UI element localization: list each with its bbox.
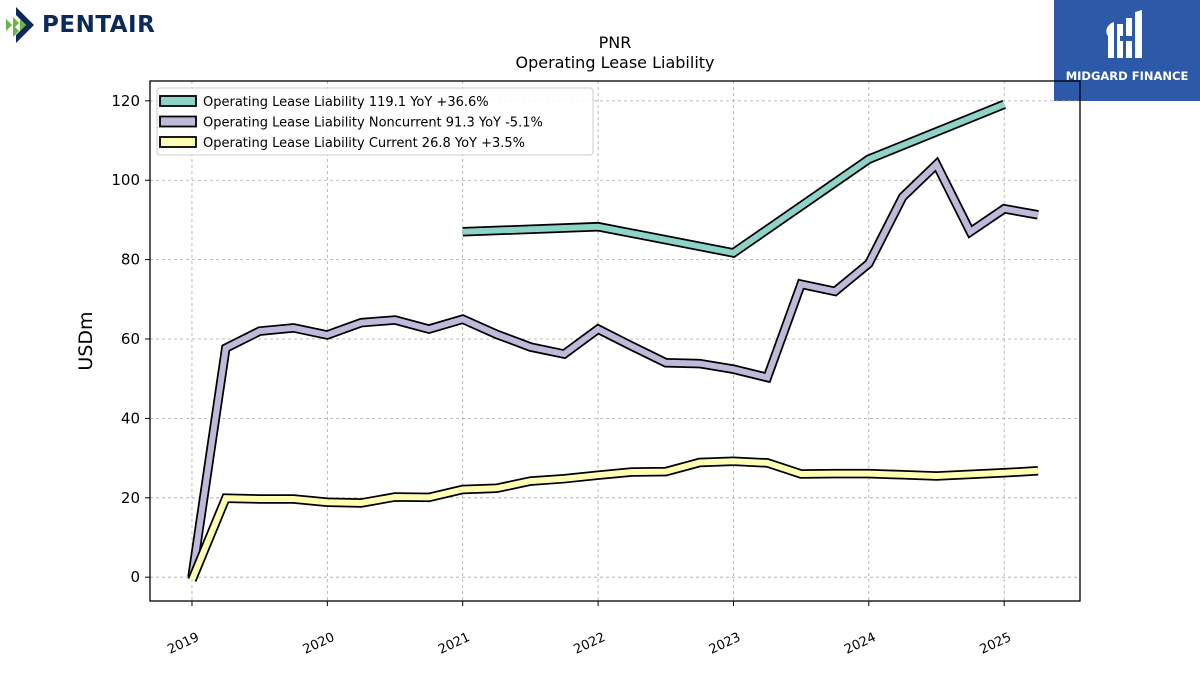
data-point: [868, 158, 870, 160]
legend-swatch: [159, 95, 197, 107]
data-point: [699, 363, 701, 365]
data-point: [631, 471, 633, 473]
data-point: [326, 501, 328, 503]
midgard-emblem-icon: [1106, 10, 1142, 58]
y-tick-label: 40: [121, 409, 140, 427]
y-axis-label: USDm: [75, 311, 97, 370]
data-point: [902, 196, 904, 198]
data-point: [259, 330, 261, 332]
data-point: [732, 460, 735, 462]
legend-entry: Operating Lease Liability 119.1 YoY +36.…: [203, 95, 489, 110]
data-point: [834, 290, 836, 292]
chart-title: PNR: [599, 33, 632, 52]
data-point: [597, 474, 599, 476]
x-tick-label: 2019: [165, 630, 201, 658]
data-point: [665, 362, 667, 364]
data-point: [969, 231, 971, 233]
y-tick-label: 100: [111, 171, 140, 189]
x-tick-label: 2024: [842, 630, 878, 658]
axis-ticks: 0 20 40 60 80 100 120 2019 2020 2021 2022 2023 2024 2…: [111, 92, 1014, 658]
data-point: [1037, 214, 1039, 216]
legend: Operating Lease Liability 119.1 YoY +36.…: [156, 87, 594, 156]
pentair-logo: PENTAIR: [4, 4, 155, 46]
data-point: [597, 328, 599, 330]
data-point: [800, 283, 802, 285]
legend-swatch: [159, 115, 197, 128]
y-tick-label: 60: [121, 330, 140, 348]
data-point: [394, 319, 396, 321]
pentair-wordmark: PENTAIR: [42, 12, 156, 38]
data-point: [868, 263, 870, 265]
data-point: [428, 496, 430, 498]
data-point: [563, 353, 565, 355]
legend-swatch: [159, 136, 197, 148]
data-point: [225, 347, 227, 349]
midgard-finance-wordmark: MIDGARD FINANCE: [1065, 69, 1189, 83]
data-point: [766, 376, 768, 379]
series-line-outline: [187, 456, 1039, 582]
x-tick-label: 2025: [978, 630, 1014, 658]
y-tick-label: 80: [121, 251, 140, 269]
data-point: [496, 333, 498, 335]
x-tick-label: 2020: [301, 630, 337, 658]
data-point: [665, 471, 667, 473]
data-point: [326, 334, 328, 336]
series-1: [187, 156, 1039, 578]
data-point: [292, 327, 295, 329]
plot-frame: [149, 80, 1081, 602]
x-tick-label: 2021: [436, 630, 472, 658]
data-point: [1037, 470, 1039, 472]
midgard-finance-logo: MIDGARD FINANCE: [1054, 0, 1200, 101]
data-point: [868, 473, 870, 475]
legend-box: [156, 87, 594, 156]
data-point: [462, 231, 464, 233]
data-point: [631, 345, 633, 347]
grid: [150, 81, 1080, 601]
data-point: [563, 478, 565, 480]
data-point: [834, 473, 836, 475]
data-point: [935, 475, 938, 477]
y-tick-label: 20: [121, 489, 140, 507]
data-point: [529, 346, 532, 348]
series-2: [187, 456, 1039, 582]
data-point: [360, 502, 362, 504]
data-point: [428, 328, 430, 330]
data-point: [225, 497, 227, 499]
data-point: [732, 252, 735, 254]
data-point: [902, 474, 904, 476]
data-point: [496, 487, 498, 489]
data-point: [766, 462, 768, 464]
x-tick-label: 2022: [571, 630, 607, 658]
data-point: [292, 498, 295, 500]
data-point: [191, 579, 193, 581]
y-tick-label: 0: [130, 568, 140, 586]
y-tick-label: 120: [111, 92, 140, 110]
data-point: [1003, 472, 1005, 474]
data-point: [800, 473, 802, 475]
data-point: [394, 496, 396, 498]
data-point: [259, 498, 261, 500]
data-point: [529, 480, 532, 482]
data-point: [462, 488, 464, 491]
chart-subtitle: Operating Lease Liability: [515, 53, 714, 72]
series-line: [189, 159, 1039, 578]
legend-entry: Operating Lease Liability Current 26.8 Y…: [203, 136, 525, 151]
data-point: [597, 226, 599, 228]
data-point: [935, 163, 938, 165]
data-point: [462, 318, 464, 320]
series-line: [189, 458, 1039, 582]
data-point: [1003, 208, 1005, 210]
pentair-emblem-icon: [6, 7, 34, 43]
data-point: [360, 322, 362, 324]
legend-entry: Operating Lease Liability Noncurrent 91.…: [203, 116, 543, 131]
data-point: [732, 368, 735, 370]
data-point: [969, 473, 971, 475]
data-point: [699, 461, 701, 464]
series-0: [462, 99, 1006, 258]
series-lines: [187, 99, 1039, 582]
data-point: [1003, 103, 1005, 105]
x-tick-label: 2023: [707, 630, 743, 658]
